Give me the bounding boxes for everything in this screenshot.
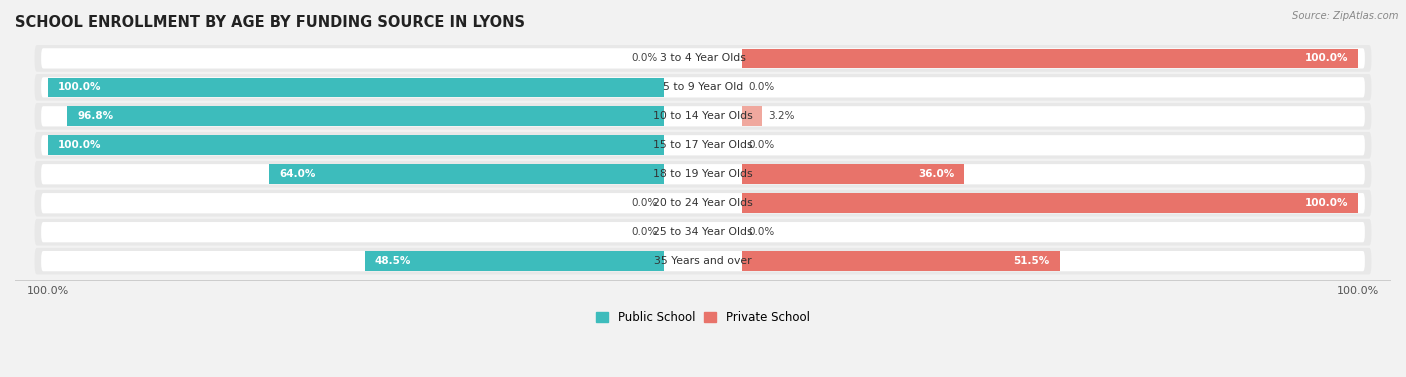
Text: 0.0%: 0.0% bbox=[749, 82, 775, 92]
FancyBboxPatch shape bbox=[41, 77, 1365, 98]
Bar bbox=[366, 251, 664, 271]
FancyBboxPatch shape bbox=[41, 135, 1365, 155]
Bar bbox=[742, 164, 965, 184]
Text: 3.2%: 3.2% bbox=[769, 111, 794, 121]
Text: 51.5%: 51.5% bbox=[1014, 256, 1050, 266]
Bar bbox=[67, 106, 664, 126]
FancyBboxPatch shape bbox=[41, 164, 1365, 184]
Text: 35 Years and over: 35 Years and over bbox=[654, 256, 752, 266]
Text: 25 to 34 Year Olds: 25 to 34 Year Olds bbox=[654, 227, 752, 237]
Text: 0.0%: 0.0% bbox=[749, 227, 775, 237]
FancyBboxPatch shape bbox=[41, 251, 1365, 271]
Text: 100.0%: 100.0% bbox=[1305, 198, 1348, 208]
FancyBboxPatch shape bbox=[35, 132, 1371, 159]
Text: 0.0%: 0.0% bbox=[631, 198, 657, 208]
Text: 100.0%: 100.0% bbox=[58, 140, 101, 150]
Text: 64.0%: 64.0% bbox=[280, 169, 316, 179]
Legend: Public School, Private School: Public School, Private School bbox=[592, 307, 814, 329]
Text: Source: ZipAtlas.com: Source: ZipAtlas.com bbox=[1292, 11, 1399, 21]
Text: 10 to 14 Year Olds: 10 to 14 Year Olds bbox=[654, 111, 752, 121]
Text: 0.0%: 0.0% bbox=[749, 140, 775, 150]
Bar bbox=[742, 49, 1358, 68]
FancyBboxPatch shape bbox=[41, 222, 1365, 242]
Text: 18 to 19 Year Olds: 18 to 19 Year Olds bbox=[654, 169, 752, 179]
Text: 100.0%: 100.0% bbox=[58, 82, 101, 92]
Bar bbox=[48, 78, 664, 97]
Text: 0.0%: 0.0% bbox=[631, 54, 657, 63]
Bar bbox=[742, 106, 762, 126]
Text: 0.0%: 0.0% bbox=[631, 227, 657, 237]
Text: 20 to 24 Year Olds: 20 to 24 Year Olds bbox=[654, 198, 752, 208]
FancyBboxPatch shape bbox=[35, 161, 1371, 188]
Text: 96.8%: 96.8% bbox=[77, 111, 114, 121]
Bar bbox=[48, 135, 664, 155]
Text: 100.0%: 100.0% bbox=[1305, 54, 1348, 63]
Text: 3 to 4 Year Olds: 3 to 4 Year Olds bbox=[659, 54, 747, 63]
FancyBboxPatch shape bbox=[41, 193, 1365, 213]
Bar bbox=[270, 164, 664, 184]
Text: 36.0%: 36.0% bbox=[918, 169, 955, 179]
FancyBboxPatch shape bbox=[35, 103, 1371, 130]
FancyBboxPatch shape bbox=[41, 106, 1365, 126]
Bar bbox=[742, 251, 1060, 271]
Bar bbox=[742, 193, 1358, 213]
Text: 48.5%: 48.5% bbox=[375, 256, 411, 266]
Text: SCHOOL ENROLLMENT BY AGE BY FUNDING SOURCE IN LYONS: SCHOOL ENROLLMENT BY AGE BY FUNDING SOUR… bbox=[15, 15, 524, 30]
FancyBboxPatch shape bbox=[35, 45, 1371, 72]
FancyBboxPatch shape bbox=[41, 48, 1365, 69]
Text: 5 to 9 Year Old: 5 to 9 Year Old bbox=[662, 82, 744, 92]
FancyBboxPatch shape bbox=[35, 219, 1371, 245]
FancyBboxPatch shape bbox=[35, 190, 1371, 216]
FancyBboxPatch shape bbox=[35, 248, 1371, 274]
FancyBboxPatch shape bbox=[35, 74, 1371, 101]
Text: 15 to 17 Year Olds: 15 to 17 Year Olds bbox=[654, 140, 752, 150]
